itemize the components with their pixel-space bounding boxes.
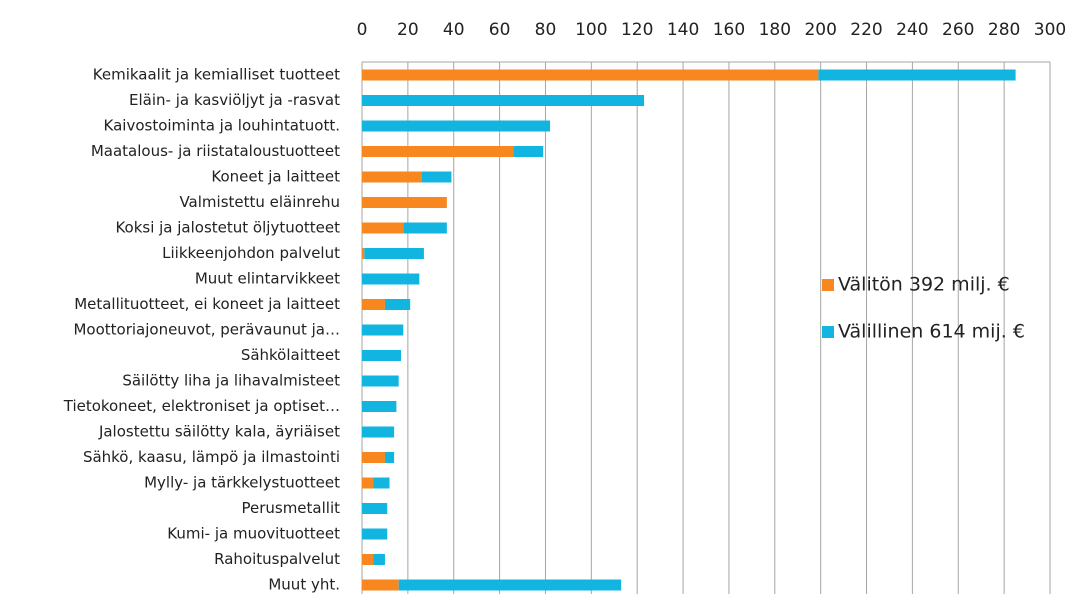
bar bbox=[362, 554, 374, 565]
y-tick-label: Kumi- ja muovituotteet bbox=[167, 525, 340, 543]
bar bbox=[818, 69, 1016, 81]
bar bbox=[364, 248, 424, 259]
y-tick-label: Tietokoneet, elektroniset ja optiset… bbox=[63, 397, 340, 415]
bar bbox=[362, 452, 385, 463]
y-tick-label: Sähkölaitteet bbox=[241, 346, 340, 364]
y-tick-label: Kaivostoiminta ja louhintatuott. bbox=[104, 117, 340, 135]
bar bbox=[362, 426, 395, 438]
bar bbox=[362, 528, 388, 540]
bar bbox=[362, 375, 399, 387]
y-tick-label: Metallituotteet, ei koneet ja laitteet bbox=[74, 295, 340, 313]
bar bbox=[362, 503, 388, 514]
bar bbox=[362, 69, 819, 81]
bar bbox=[403, 222, 447, 234]
bar bbox=[384, 452, 395, 463]
y-tick-label: Perusmetallit bbox=[241, 499, 340, 517]
bar bbox=[362, 579, 399, 591]
x-tick-label: 260 bbox=[942, 20, 974, 40]
y-tick-label: Maatalous- ja riistataloustuotteet bbox=[91, 142, 340, 160]
bar bbox=[362, 222, 404, 234]
x-tick-label: 140 bbox=[667, 20, 699, 40]
y-tick-label: Sähkö, kaasu, lämpö ja ilmastointi bbox=[83, 448, 340, 466]
y-tick-label: Kemikaalit ja kemialliset tuotteet bbox=[93, 66, 340, 84]
x-tick-label: 20 bbox=[397, 20, 419, 40]
y-tick-label: Eläin- ja kasviöljyt ja -rasvat bbox=[129, 91, 340, 109]
bar bbox=[362, 350, 401, 361]
y-tick-label: Muut elintarvikkeet bbox=[195, 270, 340, 288]
bar bbox=[362, 171, 422, 183]
x-tick-label: 100 bbox=[575, 20, 607, 40]
y-tick-label: Valmistettu eläinrehu bbox=[179, 193, 340, 211]
legend-swatch bbox=[822, 326, 834, 338]
y-tick-label: Moottoriajoneuvot, perävaunut ja… bbox=[73, 321, 340, 339]
bar bbox=[362, 146, 514, 157]
bar bbox=[362, 299, 385, 310]
bar bbox=[373, 477, 390, 489]
x-tick-label: 0 bbox=[357, 20, 368, 40]
bar bbox=[362, 324, 404, 336]
y-tick-label: Koksi ja jalostetut öljytuotteet bbox=[115, 219, 340, 237]
x-tick-label: 160 bbox=[713, 20, 745, 40]
bar bbox=[513, 146, 544, 157]
bar bbox=[398, 579, 622, 591]
legend-swatch bbox=[822, 279, 834, 291]
x-tick-label: 80 bbox=[535, 20, 557, 40]
bar bbox=[421, 171, 452, 183]
y-tick-label: Muut yht. bbox=[268, 576, 340, 594]
y-tick-label: Mylly- ja tärkkelystuotteet bbox=[144, 474, 340, 492]
x-tick-label: 40 bbox=[443, 20, 465, 40]
bar bbox=[362, 248, 365, 259]
x-tick-label: 200 bbox=[804, 20, 836, 40]
x-tick-label: 300 bbox=[1034, 20, 1066, 40]
bar bbox=[373, 554, 385, 565]
bar bbox=[384, 299, 411, 310]
bar bbox=[362, 401, 397, 412]
y-tick-label: Liikkeenjohdon palvelut bbox=[162, 244, 340, 262]
x-tick-label: 280 bbox=[988, 20, 1020, 40]
x-tick-label: 240 bbox=[896, 20, 928, 40]
y-tick-label: Rahoituspalvelut bbox=[214, 550, 340, 568]
x-tick-label: 220 bbox=[850, 20, 882, 40]
bar bbox=[362, 120, 551, 132]
x-tick-label: 180 bbox=[759, 20, 791, 40]
y-tick-label: Säilötty liha ja lihavalmisteet bbox=[122, 372, 340, 390]
x-tick-label: 60 bbox=[489, 20, 511, 40]
y-tick-label: Jalostettu säilötty kala, äyriäiset bbox=[98, 423, 340, 441]
bar bbox=[362, 273, 420, 285]
y-tick-label: Koneet ja laitteet bbox=[211, 168, 340, 186]
bar bbox=[362, 95, 645, 106]
legend-label: Välitön 392 milj. € bbox=[838, 274, 1010, 296]
bar bbox=[362, 197, 447, 208]
x-tick-label: 120 bbox=[621, 20, 653, 40]
bar bbox=[362, 477, 374, 489]
legend-label: Välillinen 614 mij. € bbox=[838, 321, 1025, 343]
